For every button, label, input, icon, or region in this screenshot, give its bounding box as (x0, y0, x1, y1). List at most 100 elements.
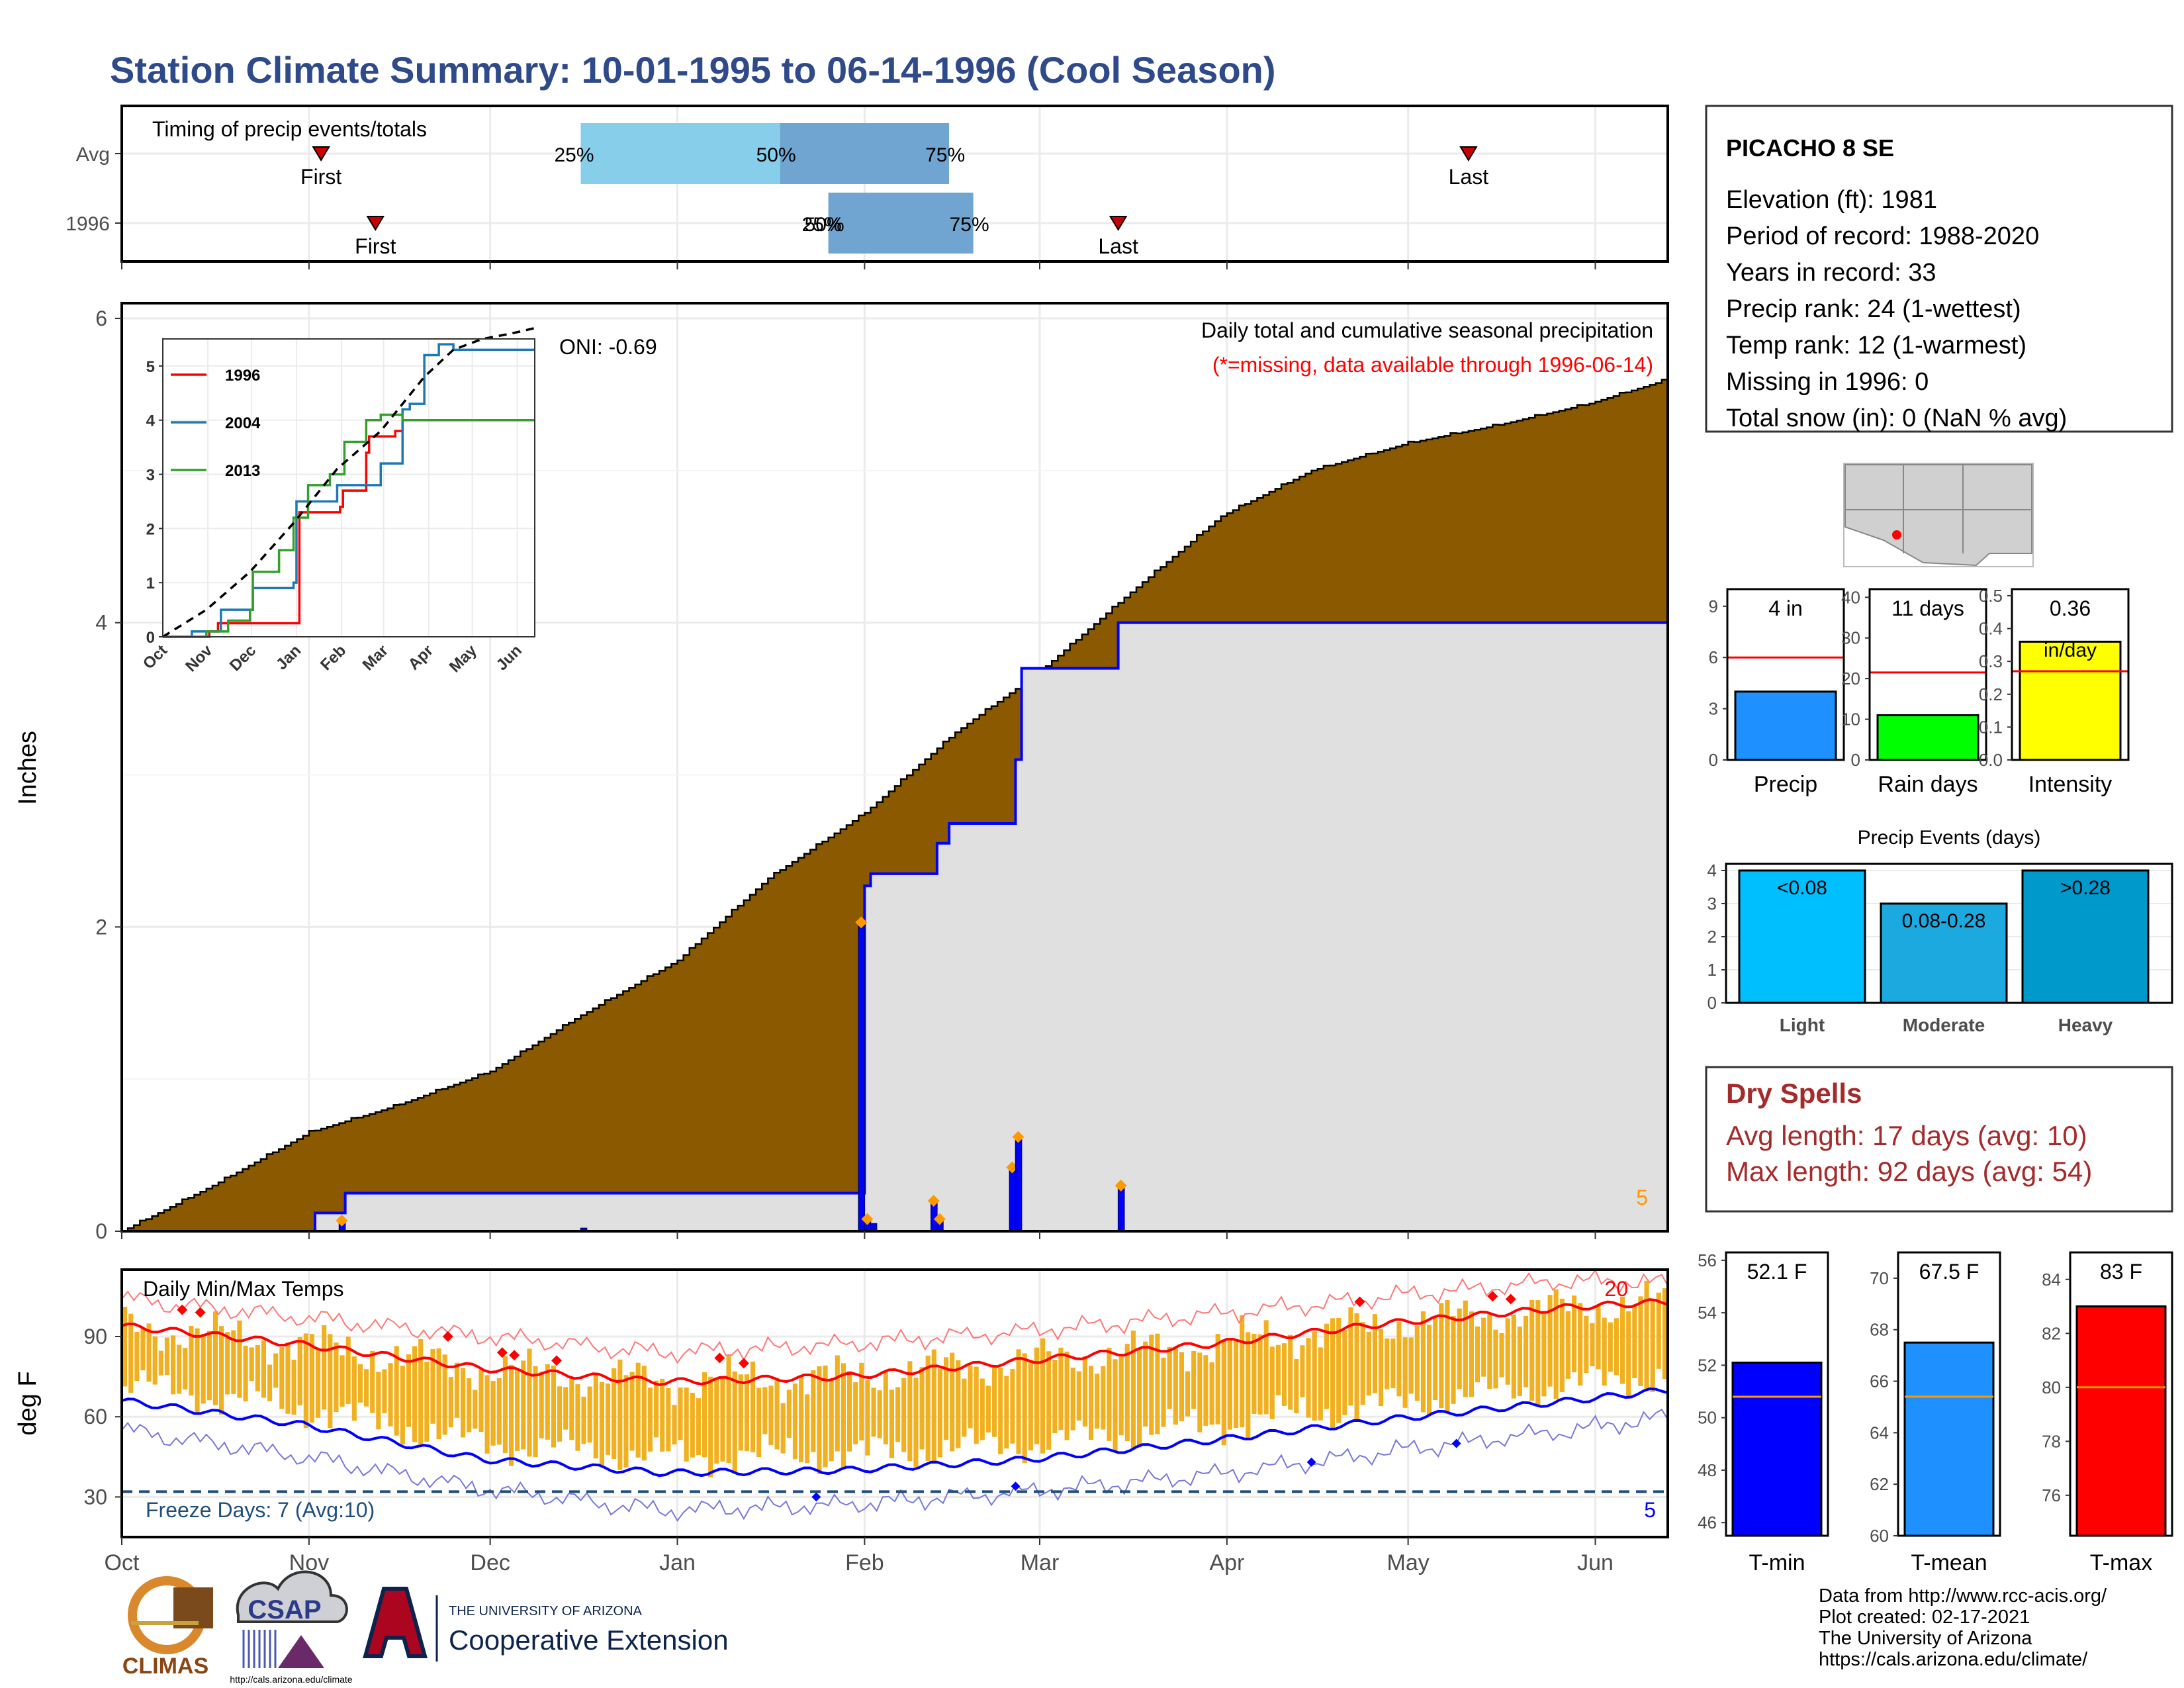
daily-temp-bar (478, 1370, 484, 1432)
daily-temp-bar (400, 1366, 405, 1445)
daily-temp-bar (1101, 1366, 1106, 1430)
inset-ytick-label: 5 (146, 358, 155, 376)
daily-temp-bar (322, 1325, 327, 1410)
daily-temp-bar (823, 1365, 828, 1468)
temp-bar-category-label: T-mean (1911, 1550, 1987, 1575)
dry-spells-title: Dry Spells (1726, 1078, 1862, 1109)
mini-bar-ytick-label: 0.1 (1979, 717, 2003, 737)
daily-precip-marker (861, 1213, 874, 1225)
daily-temp-bar (944, 1357, 949, 1440)
daily-temp-bar (1221, 1339, 1226, 1446)
timing-label-last: Last (1449, 165, 1489, 189)
daily-temp-bar (1113, 1359, 1118, 1451)
mini-bar-ytick-label: 0.3 (1979, 651, 2003, 671)
daily-temp-bar (183, 1348, 188, 1390)
inset-ytick-label: 0 (146, 629, 155, 647)
inset-bg (163, 339, 535, 637)
daily-temp-bar (1366, 1331, 1371, 1396)
ua-logo-small-text: THE UNIVERSITY OF ARIZONA (449, 1604, 643, 1618)
inset-ytick-label: 3 (146, 467, 155, 485)
daily-temp-bar (768, 1385, 774, 1445)
daily-temp-bar (1505, 1318, 1510, 1385)
mini-bar (1734, 690, 1837, 761)
daily-temp-bar (1487, 1314, 1492, 1389)
daily-temp-bar (599, 1382, 604, 1466)
inset-legend-label: 1996 (225, 367, 260, 385)
month-axis-label: Oct (105, 1550, 140, 1575)
daily-temp-bar (1427, 1325, 1432, 1415)
timing-label-50: 50% (756, 144, 796, 166)
daily-temp-bar (1662, 1288, 1667, 1380)
daily-temp-bar (883, 1372, 888, 1444)
daily-temp-bar (261, 1340, 266, 1398)
daily-temp-bar (1058, 1347, 1064, 1430)
daily-temp-bar (521, 1360, 526, 1450)
station-info-line: Total snow (in): 0 (NaN % avg) (1726, 404, 2067, 432)
station-info-line: Temp rank: 12 (1-warmest) (1726, 332, 2026, 359)
daily-temp-bar (1246, 1332, 1251, 1439)
daily-temp-bar (1342, 1330, 1347, 1415)
precip-events-bar-label: 0.08-0.28 (1902, 910, 1986, 932)
temp-summary-bar (2075, 1305, 2167, 1537)
mini-bar-ytick-label: 0.5 (1979, 586, 2003, 606)
temp-ytick-label: 90 (83, 1325, 107, 1348)
csap-logo-text: CSAP (248, 1595, 321, 1624)
timing-label-25: 25% (802, 214, 842, 236)
daily-temp-bar (1524, 1315, 1529, 1387)
precip-ytick-label: 2 (95, 915, 107, 939)
daily-temp-bar (146, 1323, 152, 1382)
daily-temp-bar (1445, 1299, 1450, 1414)
temp-ylabel: deg F (14, 1371, 42, 1435)
csap-mountain-icon (278, 1635, 324, 1668)
daily-temp-bar (1451, 1315, 1456, 1404)
daily-temp-bar (255, 1344, 260, 1391)
daily-temp-bar (569, 1377, 574, 1440)
precip-events-ytick-label: 0 (1707, 993, 1717, 1013)
daily-temp-bar (1010, 1368, 1015, 1444)
daily-temp-bar (122, 1307, 128, 1387)
mini-bar-ytick-label: 10 (1841, 710, 1860, 729)
daily-temp-bar (1064, 1351, 1069, 1440)
daily-temp-bar (907, 1361, 913, 1462)
precip-events-ytick-label: 1 (1707, 960, 1717, 980)
daily-temp-bar (738, 1374, 743, 1451)
mini-bar-ytick-label: 9 (1709, 596, 1718, 616)
daily-temp-bar (1089, 1366, 1094, 1440)
daily-temp-bar (1263, 1320, 1269, 1415)
mini-bar-category-label: Rain days (1878, 772, 1978, 797)
daily-temp-bar (1385, 1338, 1390, 1389)
temp-bar-value-label: 67.5 F (1919, 1260, 1979, 1284)
daily-temp-bar (539, 1372, 544, 1438)
daily-temp-bar (545, 1364, 550, 1440)
timing-panel-border (120, 105, 1669, 263)
daily-temp-bar (1620, 1296, 1625, 1384)
station-location-dot (1892, 530, 1901, 539)
daily-temp-bar (1028, 1360, 1033, 1451)
daily-temp-bar (937, 1368, 942, 1458)
daily-temp-bar (376, 1372, 381, 1430)
daily-temp-bar (1614, 1318, 1619, 1376)
precip-events-title: Precip Events (days) (1858, 827, 2041, 849)
daily-temp-bar (895, 1387, 901, 1442)
daily-temp-bar (696, 1398, 701, 1455)
inset-ytick-label: 1 (146, 575, 155, 592)
precip-events-bar (2021, 869, 2150, 1004)
footer-line: Data from http://www.rcc-acis.org/ (1819, 1585, 2107, 1607)
timing-marker-first (312, 146, 330, 162)
oni-label: ONI: -0.69 (559, 335, 657, 359)
daily-temp-bar (134, 1332, 140, 1382)
daily-temp-bar (811, 1370, 816, 1452)
daily-temp-bar (1414, 1325, 1420, 1401)
daily-temp-bar (551, 1365, 556, 1448)
mini-bar (2019, 640, 2122, 761)
daily-temp-bar (774, 1378, 780, 1450)
daily-temp-bar (1330, 1318, 1336, 1430)
daily-temp-bar (303, 1333, 308, 1429)
daily-temp-bar (1650, 1301, 1655, 1392)
record-max-line (121, 1269, 1668, 1364)
daily-temp-bar (1578, 1303, 1583, 1386)
daily-temp-bar (623, 1375, 629, 1468)
daily-temp-bar (1269, 1346, 1275, 1419)
temp-ytick-label: 60 (83, 1405, 107, 1429)
daily-temp-bar (865, 1380, 870, 1456)
